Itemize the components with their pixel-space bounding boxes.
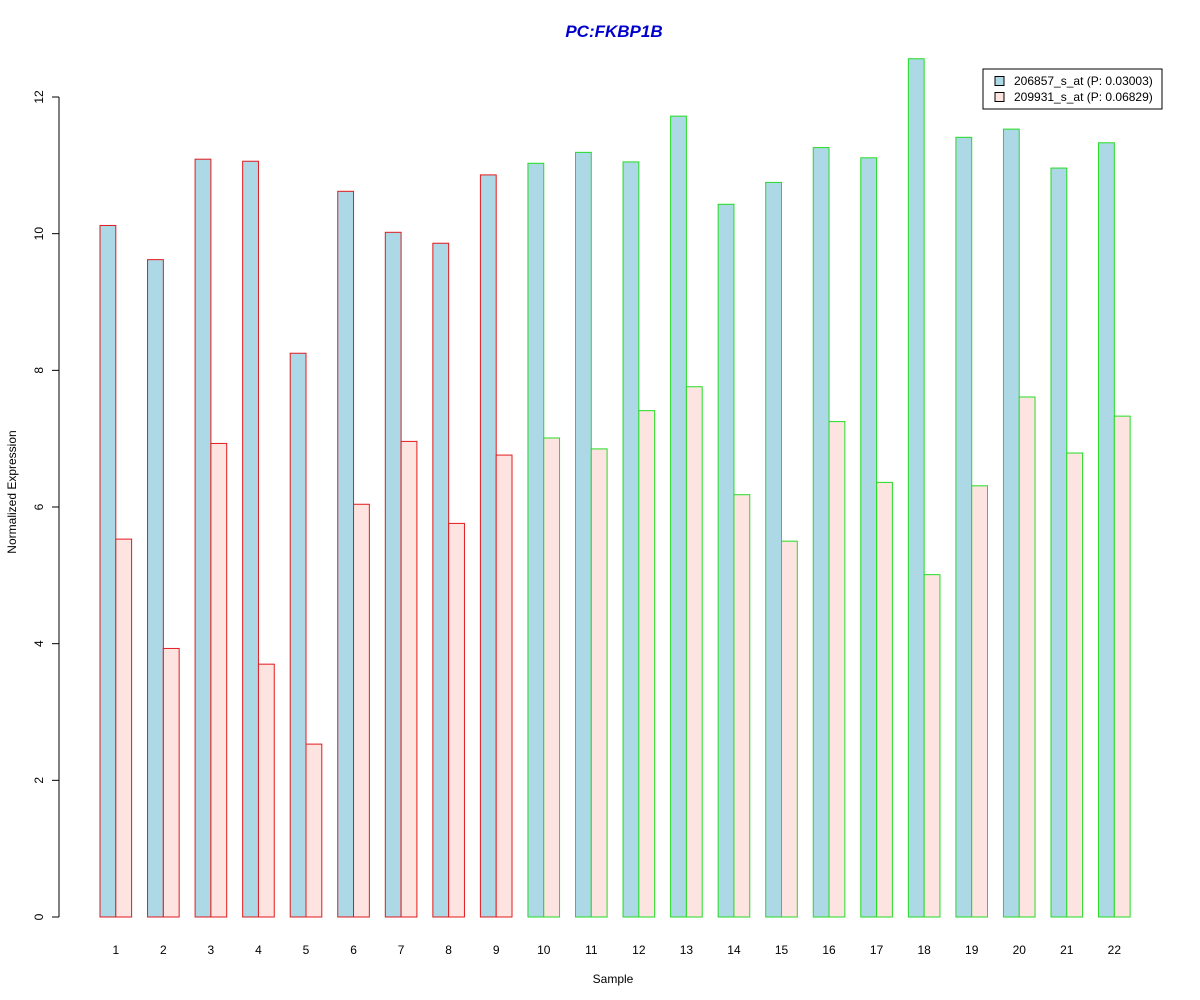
- bar: [289, 352, 307, 918]
- x-tick-label: 9: [493, 943, 500, 957]
- bar: [194, 158, 212, 918]
- bar: [479, 174, 497, 918]
- bar: [162, 647, 180, 918]
- bar: [337, 190, 355, 918]
- bar: [622, 161, 640, 918]
- y-tick-label: 10: [32, 227, 46, 241]
- x-tick-label: 11: [585, 943, 598, 957]
- x-tick-label: 13: [680, 943, 694, 957]
- bar: [242, 160, 259, 918]
- bar: [257, 663, 275, 918]
- x-tick-label: 17: [870, 943, 884, 957]
- y-tick-label: 2: [32, 777, 46, 784]
- x-tick-label: 1: [112, 943, 119, 957]
- bar: [1050, 167, 1068, 918]
- bar: [685, 386, 703, 918]
- bar: [1066, 452, 1084, 918]
- bar: [384, 231, 402, 918]
- x-tick-label: 10: [537, 943, 551, 957]
- x-tick-label: 3: [208, 943, 215, 957]
- y-axis-label: Normalized Expression: [5, 430, 19, 553]
- x-tick-label: 5: [303, 943, 310, 957]
- bar: [860, 157, 878, 918]
- x-tick-labels: 1 2 3 4 5 6 7 8 9 10 11 12 13 14 15 16 17 18 19 20 21 22: [112, 943, 1121, 957]
- y-tick-label: 8: [32, 367, 46, 374]
- bar: [448, 522, 465, 918]
- bar: [781, 540, 798, 918]
- x-tick-label: 16: [822, 943, 836, 957]
- x-tick-label: 7: [398, 943, 405, 957]
- bar: [733, 494, 751, 918]
- bar: [543, 437, 561, 918]
- legend-swatch: [994, 92, 1005, 102]
- bar: [432, 242, 450, 918]
- bar: [147, 259, 164, 918]
- x-tick-label: 2: [160, 943, 167, 957]
- bar: [638, 410, 656, 918]
- bar: [1113, 415, 1131, 918]
- bar: [907, 58, 925, 918]
- bars: [99, 58, 1131, 918]
- bar: [923, 574, 941, 918]
- x-tick-label: 8: [445, 943, 452, 957]
- x-tick-label: 6: [350, 943, 357, 957]
- legend-label: 209931_s_at (P: 0.06829): [1014, 90, 1153, 104]
- bar: [955, 136, 973, 918]
- bar: [495, 454, 513, 918]
- bar: [1098, 142, 1115, 918]
- x-tick-label: 4: [255, 943, 262, 957]
- bar: [353, 503, 370, 918]
- bar: [590, 448, 608, 918]
- bar: [575, 151, 592, 918]
- bar: [670, 115, 687, 918]
- bar: [527, 162, 545, 918]
- chart-title: PC:FKBP1B: [565, 22, 662, 41]
- bar: [210, 442, 228, 918]
- bar: [115, 538, 133, 918]
- legend-label: 206857_s_at (P: 0.03003): [1014, 74, 1153, 88]
- bar: [400, 440, 418, 918]
- legend-box: [982, 68, 1163, 110]
- y-tick-label: 6: [32, 503, 46, 510]
- x-tick-label: 18: [917, 943, 931, 957]
- y-tick-label: 4: [32, 640, 46, 647]
- x-tick-label: 15: [775, 943, 789, 957]
- x-tick-label: 22: [1108, 943, 1122, 957]
- y-axis: 0 2 4 6 8 10 12: [32, 90, 60, 920]
- bar: [1018, 396, 1036, 918]
- x-axis-label: Sample: [593, 972, 634, 986]
- bar: [765, 181, 783, 918]
- legend-swatch: [994, 76, 1005, 86]
- bar: [99, 224, 117, 918]
- y-tick-label: 12: [32, 90, 46, 104]
- bar: [828, 421, 846, 918]
- x-tick-label: 21: [1060, 943, 1074, 957]
- bar: [717, 203, 735, 918]
- bar: [876, 481, 893, 918]
- x-tick-label: 19: [965, 943, 979, 957]
- bar: [1002, 128, 1020, 918]
- x-tick-label: 20: [1013, 943, 1027, 957]
- bar: [305, 743, 323, 918]
- legend: 206857_s_at (P: 0.03003) 209931_s_at (P: …: [982, 68, 1163, 110]
- bar: [812, 147, 830, 918]
- x-tick-label: 12: [632, 943, 646, 957]
- y-tick-label: 0: [32, 913, 46, 920]
- x-tick-label: 14: [727, 943, 741, 957]
- bar: [971, 485, 989, 918]
